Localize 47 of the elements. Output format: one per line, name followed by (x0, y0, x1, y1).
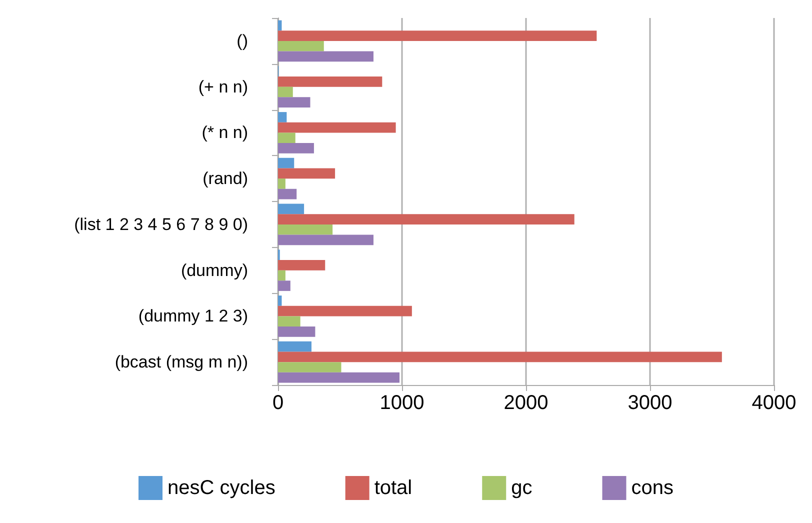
legend-label: total (374, 477, 412, 499)
legend-label: gc (511, 477, 532, 499)
y-tick-label: (+ n n) (198, 77, 248, 96)
x-tick-label: 1000 (380, 392, 424, 414)
bar (278, 178, 286, 189)
x-tick-label: 4000 (752, 392, 796, 414)
bar (278, 260, 326, 270)
bar (278, 97, 310, 108)
bar (278, 270, 286, 281)
bar (278, 122, 396, 133)
bar (278, 20, 282, 31)
bar (278, 112, 287, 122)
bar (278, 214, 574, 224)
bar (278, 306, 412, 316)
bar (278, 316, 300, 327)
bar (278, 352, 722, 362)
bar (278, 143, 314, 154)
bar (278, 158, 294, 168)
bar (278, 224, 333, 235)
y-tick-label: (dummy 1 2 3) (138, 306, 248, 326)
bar (278, 168, 336, 179)
bar (278, 30, 597, 41)
bar (278, 326, 316, 337)
bar (278, 51, 374, 62)
bar (278, 76, 382, 87)
bar (278, 204, 304, 214)
y-tick-label: (bcast (msg m n)) (114, 352, 248, 372)
y-tick-label: (* n n) (202, 123, 248, 142)
x-tick-label: 0 (272, 392, 284, 414)
bar (278, 234, 374, 246)
bar (278, 132, 296, 144)
bar (278, 341, 312, 352)
legend-label: cons (631, 477, 674, 499)
x-tick-label: 3000 (628, 392, 672, 414)
bar (278, 280, 290, 291)
bar (278, 296, 282, 306)
x-tick-label: 2000 (504, 392, 548, 414)
legend-label: nesC cycles (168, 477, 276, 499)
bar (278, 362, 342, 372)
y-tick-label: (list 1 2 3 4 5 6 7 8 9 0) (74, 214, 248, 234)
bar (278, 86, 293, 98)
y-tick-label: () (236, 31, 248, 50)
y-tick-label: (rand) (202, 169, 248, 188)
bar (278, 372, 400, 383)
bar (278, 40, 324, 52)
bar (278, 188, 297, 200)
y-tick-label: (dummy) (180, 260, 248, 280)
